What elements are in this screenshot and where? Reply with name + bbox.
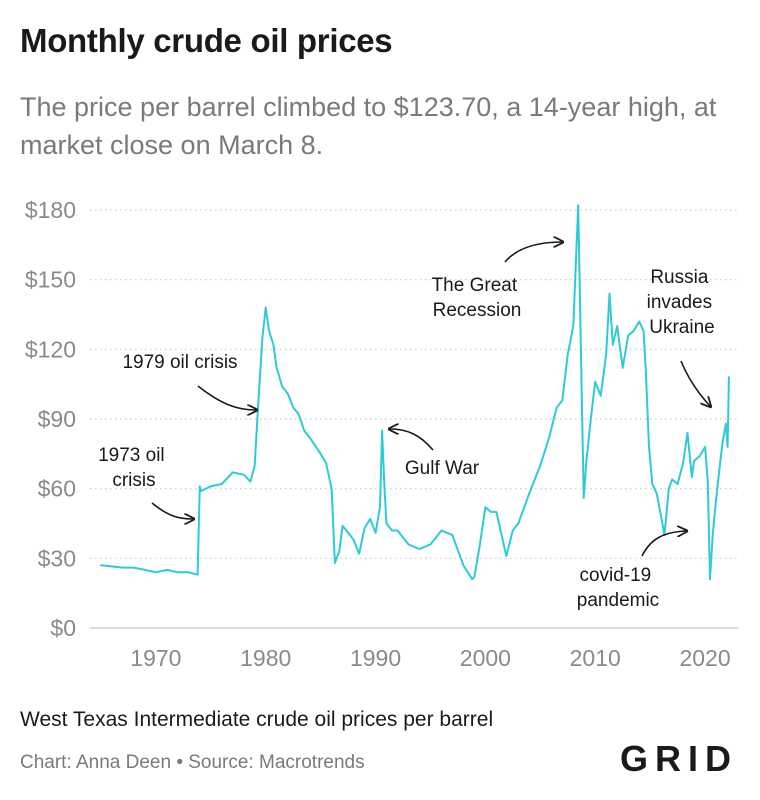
annotation-covid-line-2: pandemic	[577, 590, 659, 611]
chart-caption: West Texas Intermediate crude oil prices…	[20, 708, 494, 731]
x-tick-label-2020: 2020	[679, 645, 730, 671]
arrow-covid-19	[641, 531, 686, 557]
annotation-great-recession: The Great Recession	[432, 275, 523, 321]
series-line-0	[100, 204, 730, 581]
arrow-russia-ukraine	[680, 360, 710, 406]
y-tick-label-120: $120	[25, 336, 76, 362]
series-layer	[100, 204, 730, 581]
annotation-russia-line-3: Ukraine	[649, 317, 714, 338]
y-axis-ticks: $0 $30 $60 $90 $120 $150 $180	[25, 197, 76, 641]
annotation-1973-oil-crisis: 1973 oil crisis	[98, 445, 170, 491]
x-tick-label-2010: 2010	[570, 645, 621, 671]
annotation-1979-line-1: 1979 oil crisis	[122, 352, 237, 373]
chart-subtitle: The price per barrel climbed to $123.70,…	[20, 92, 717, 160]
y-tick-label-180: $180	[25, 197, 76, 223]
annotations: 1973 oil crisis 1979 oil crisis Gulf War…	[98, 242, 718, 611]
x-axis-ticks: 1970 1980 1990 2000 2010 2020	[130, 645, 730, 671]
x-tick-label-1980: 1980	[240, 645, 291, 671]
annotation-russia-line-1: Russia	[650, 267, 709, 288]
chart-credit: Chart: Anna Deen • Source: Macrotrends	[20, 752, 365, 773]
annotation-gulf-war: Gulf War	[405, 458, 480, 479]
y-tick-label-90: $90	[38, 406, 76, 432]
annotation-gulf-war-line-1: Gulf War	[405, 458, 480, 479]
annotation-1979-oil-crisis: 1979 oil crisis	[122, 352, 237, 373]
arrow-gulf-war	[390, 429, 434, 451]
y-tick-label-30: $30	[38, 545, 76, 571]
oil-price-chart: $0 $30 $60 $90 $120 $150 $180 1970 1980 1990 2000…	[25, 197, 738, 671]
annotation-recession-line-1: The Great	[432, 275, 518, 296]
arrow-1979-oil-crisis	[197, 385, 256, 410]
annotation-recession-line-2: Recession	[433, 300, 522, 321]
y-tick-label-0: $0	[50, 615, 76, 641]
grid-lines	[90, 209, 738, 629]
annotation-covid-line-1: covid-19	[579, 565, 651, 586]
x-tick-label-2000: 2000	[460, 645, 511, 671]
annotation-1973-line-2: crisis	[112, 470, 155, 491]
x-tick-label-1990: 1990	[350, 645, 401, 671]
y-tick-label-150: $150	[25, 267, 76, 293]
chart-title: Monthly crude oil prices	[20, 22, 393, 59]
annotation-1973-line-1: 1973 oil	[98, 445, 165, 466]
grid-logo: GRID	[620, 738, 738, 779]
annotation-russia-ukraine: Russia invades Ukraine	[647, 267, 718, 338]
x-tick-label-1970: 1970	[130, 645, 181, 671]
y-tick-label-60: $60	[38, 476, 76, 502]
arrow-great-recession	[504, 242, 562, 263]
annotation-russia-line-2: invades	[647, 292, 713, 313]
annotation-covid-19: covid-19 pandemic	[577, 565, 659, 611]
arrow-1973-oil-crisis	[151, 502, 193, 519]
